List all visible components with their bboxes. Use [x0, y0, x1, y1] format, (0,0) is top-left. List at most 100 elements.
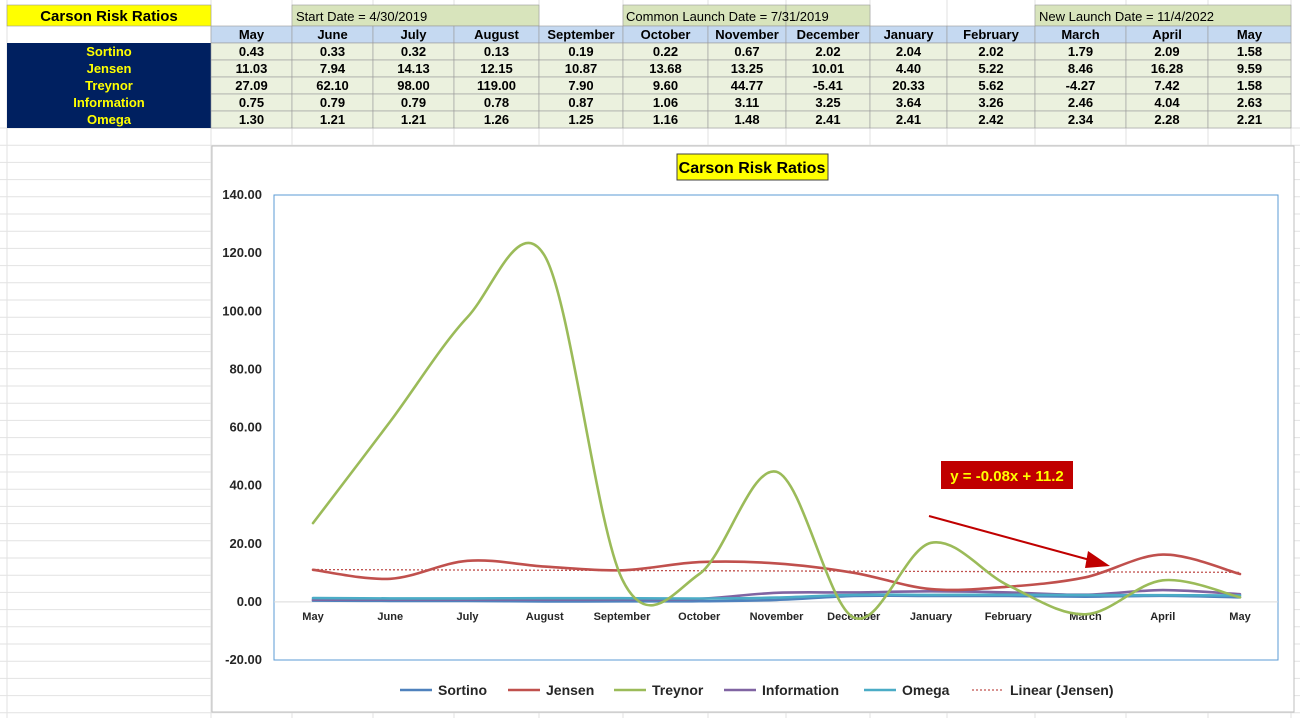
- month-header: April: [1152, 27, 1182, 42]
- value-text: 0.19: [568, 44, 593, 59]
- month-header: March: [1061, 27, 1099, 42]
- x-tick-label: January: [910, 611, 953, 623]
- value-text: 9.59: [1237, 61, 1262, 76]
- y-tick-label: 40.00: [229, 478, 262, 493]
- y-tick-label: 140.00: [222, 187, 262, 202]
- value-text: 7.94: [320, 61, 346, 76]
- month-header: August: [474, 27, 519, 42]
- value-text: 98.00: [397, 78, 430, 93]
- plot-area: [273, 194, 1279, 661]
- row-label-cell: [7, 43, 211, 60]
- row-label-cell: [7, 111, 211, 128]
- trend-equation-box: [941, 461, 1073, 489]
- month-header: October: [641, 27, 691, 42]
- value-text: 11.03: [236, 61, 268, 76]
- value-text: 1.16: [653, 112, 678, 127]
- value-text: 62.10: [316, 78, 349, 93]
- value-text: 5.62: [978, 78, 1003, 93]
- value-text: 0.22: [653, 44, 678, 59]
- month-header: September: [547, 27, 614, 42]
- value-text: 1.21: [320, 112, 345, 127]
- value-text: 3.11: [735, 95, 760, 110]
- row-label-cell: [7, 60, 211, 77]
- value-text: 0.33: [320, 44, 345, 59]
- y-tick-label: -20.00: [225, 652, 262, 667]
- value-text: 12.15: [480, 61, 513, 76]
- row-label-sortino: Sortino: [86, 44, 132, 59]
- value-text: 119.00: [477, 78, 516, 93]
- series-line-sortino: [311, 594, 1242, 603]
- row-label-cell: [7, 94, 211, 111]
- value-text: 0.43: [239, 44, 264, 59]
- new-launch-label: New Launch Date = 11/4/2022: [1039, 9, 1214, 24]
- x-tick-label: September: [594, 611, 652, 623]
- value-text: 44.77: [731, 78, 764, 93]
- series-line-treynor: [311, 241, 1242, 620]
- value-text: 2.41: [896, 112, 921, 127]
- value-text: 2.02: [978, 44, 1003, 59]
- value-text: 20.33: [892, 78, 925, 93]
- series-line-omega: [311, 593, 1242, 600]
- value-text: 14.13: [397, 61, 430, 76]
- value-text: 1.48: [734, 112, 759, 127]
- value-text: 0.79: [401, 95, 426, 110]
- start-date-label: Start Date = 4/30/2019: [296, 9, 427, 24]
- value-text: 2.63: [1237, 95, 1262, 110]
- month-header: May: [1237, 27, 1263, 42]
- month-header: December: [797, 27, 860, 42]
- trend-equation: y = -0.08x + 11.2: [950, 468, 1063, 485]
- row-label-omega: Omega: [87, 112, 132, 127]
- value-text: 13.25: [731, 61, 764, 76]
- row-label-jensen: Jensen: [87, 61, 132, 76]
- value-text: 5.22: [978, 61, 1003, 76]
- value-text: 2.28: [1154, 112, 1179, 127]
- value-text: 0.79: [320, 95, 345, 110]
- value-text: 2.21: [1237, 112, 1262, 127]
- value-text: 9.60: [653, 78, 678, 93]
- legend-label: Sortino: [438, 682, 487, 698]
- month-header: February: [963, 27, 1019, 42]
- value-text: 1.21: [401, 112, 426, 127]
- row-label-cell: [7, 77, 211, 94]
- legend: Sortino Jensen Treynor Information Omega Line…: [400, 682, 1113, 698]
- x-tick-label: February: [985, 611, 1033, 623]
- value-text: 2.41: [815, 112, 840, 127]
- month-header: June: [317, 27, 347, 42]
- value-text: 1.58: [1237, 44, 1262, 59]
- value-text: 0.13: [484, 44, 509, 59]
- value-text: 1.58: [1237, 78, 1262, 93]
- value-text: 0.32: [401, 44, 426, 59]
- annotation-arrow-line: [928, 515, 1091, 561]
- y-tick-label: 100.00: [222, 303, 262, 318]
- month-header: July: [400, 27, 427, 42]
- chart-title: Carson Risk Ratios: [679, 160, 826, 177]
- value-text: 1.06: [653, 95, 678, 110]
- x-tick-label: November: [750, 611, 805, 623]
- legend-label: Information: [762, 682, 839, 698]
- value-text: 2.02: [815, 44, 840, 59]
- title-cell: [6, 4, 212, 27]
- value-text: 0.67: [734, 44, 759, 59]
- value-text: 0.78: [484, 95, 509, 110]
- value-text: 7.42: [1154, 78, 1179, 93]
- legend-label: Omega: [902, 682, 950, 698]
- value-text: 16.28: [1151, 61, 1184, 76]
- y-tick-label: 20.00: [229, 536, 262, 551]
- value-text: 7.90: [568, 78, 593, 93]
- data-table: Carson Risk Ratios Start Date = 4/30/2019…: [6, 4, 1292, 129]
- month-header: January: [884, 27, 935, 42]
- legend-label: Treynor: [652, 682, 704, 698]
- value-text: 2.09: [1154, 44, 1179, 59]
- x-tick-label: June: [377, 611, 403, 623]
- y-tick-label: 80.00: [229, 361, 262, 376]
- y-tick-label: 120.00: [222, 245, 262, 260]
- value-text: 2.42: [978, 112, 1003, 127]
- y-tick-label: 0.00: [237, 594, 262, 609]
- trendline-jensen: [312, 568, 1241, 573]
- x-tick-label: May: [1229, 611, 1251, 623]
- row-label-treynor: Treynor: [85, 78, 133, 93]
- month-header: May: [239, 27, 265, 42]
- value-text: 1.79: [1068, 44, 1093, 59]
- y-tick-label: 60.00: [229, 420, 262, 435]
